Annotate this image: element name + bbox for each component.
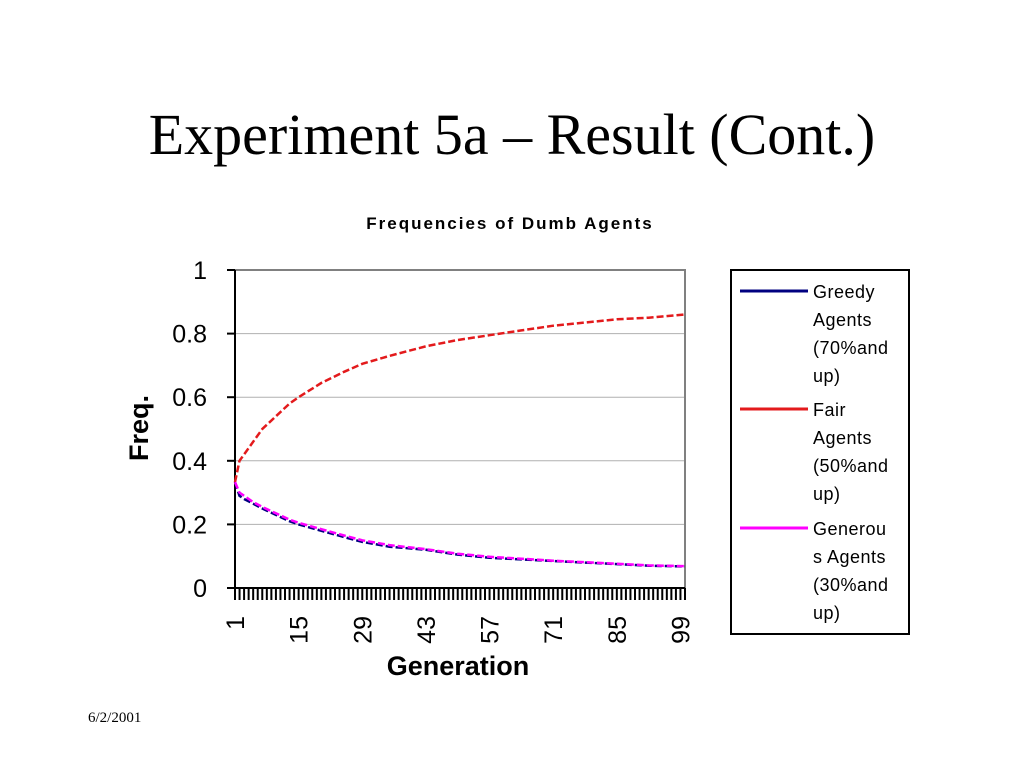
legend-label: Generou — [813, 519, 887, 539]
y-tick-label: 1 — [193, 257, 207, 285]
y-axis-label: Freq. — [124, 395, 154, 461]
x-tick-label: 1 — [222, 616, 250, 630]
legend-label: s Agents — [813, 547, 886, 567]
x-tick-label: 71 — [540, 616, 568, 644]
chart-title: Frequencies of Dumb Agents — [366, 214, 654, 233]
y-tick-label: 0.6 — [172, 384, 207, 412]
legend — [730, 269, 910, 635]
tick-labels: 0 0.2 0.4 0.6 0.8 1 1 15 29 43 57 71 85 99 — [172, 257, 695, 644]
axes — [227, 269, 686, 600]
legend-label: (70%and — [813, 338, 889, 358]
legend-label: up) — [813, 366, 841, 386]
legend-label: (30%and — [813, 575, 889, 595]
series-line-2 — [233, 313, 686, 483]
y-tick-label: 0 — [193, 575, 207, 603]
x-tick-label: 43 — [413, 616, 441, 644]
grid-lines — [235, 333, 685, 525]
legend-entries: Greedy Agents (70%and up) Fair Agents (50%and u… — [740, 282, 889, 623]
legend-label: Agents — [813, 428, 872, 448]
x-tick-label: 57 — [477, 616, 505, 644]
x-axis-label: Generation — [387, 651, 530, 681]
legend-label: Greedy — [813, 282, 875, 302]
footer-date: 6/2/2001 — [88, 710, 142, 726]
legend-label: up) — [813, 484, 841, 504]
series-line-3 — [233, 481, 686, 568]
series-lines — [233, 313, 686, 568]
x-tick-label: 15 — [286, 616, 314, 644]
legend-label: up) — [813, 603, 841, 623]
legend-label: (50%and — [813, 456, 889, 476]
slide-title: Experiment 5a – Result (Cont.) — [148, 102, 876, 167]
series-line-1 — [233, 481, 686, 568]
x-tick-label: 85 — [604, 616, 632, 644]
y-tick-label: 0.4 — [172, 448, 207, 476]
x-tick-label: 29 — [349, 616, 377, 644]
plot-area — [234, 269, 686, 589]
y-tick-label: 0.2 — [172, 511, 207, 539]
x-tick-label: 99 — [667, 616, 695, 644]
legend-label: Fair — [813, 400, 846, 420]
y-tick-label: 0.8 — [172, 321, 207, 349]
legend-label: Agents — [813, 310, 872, 330]
